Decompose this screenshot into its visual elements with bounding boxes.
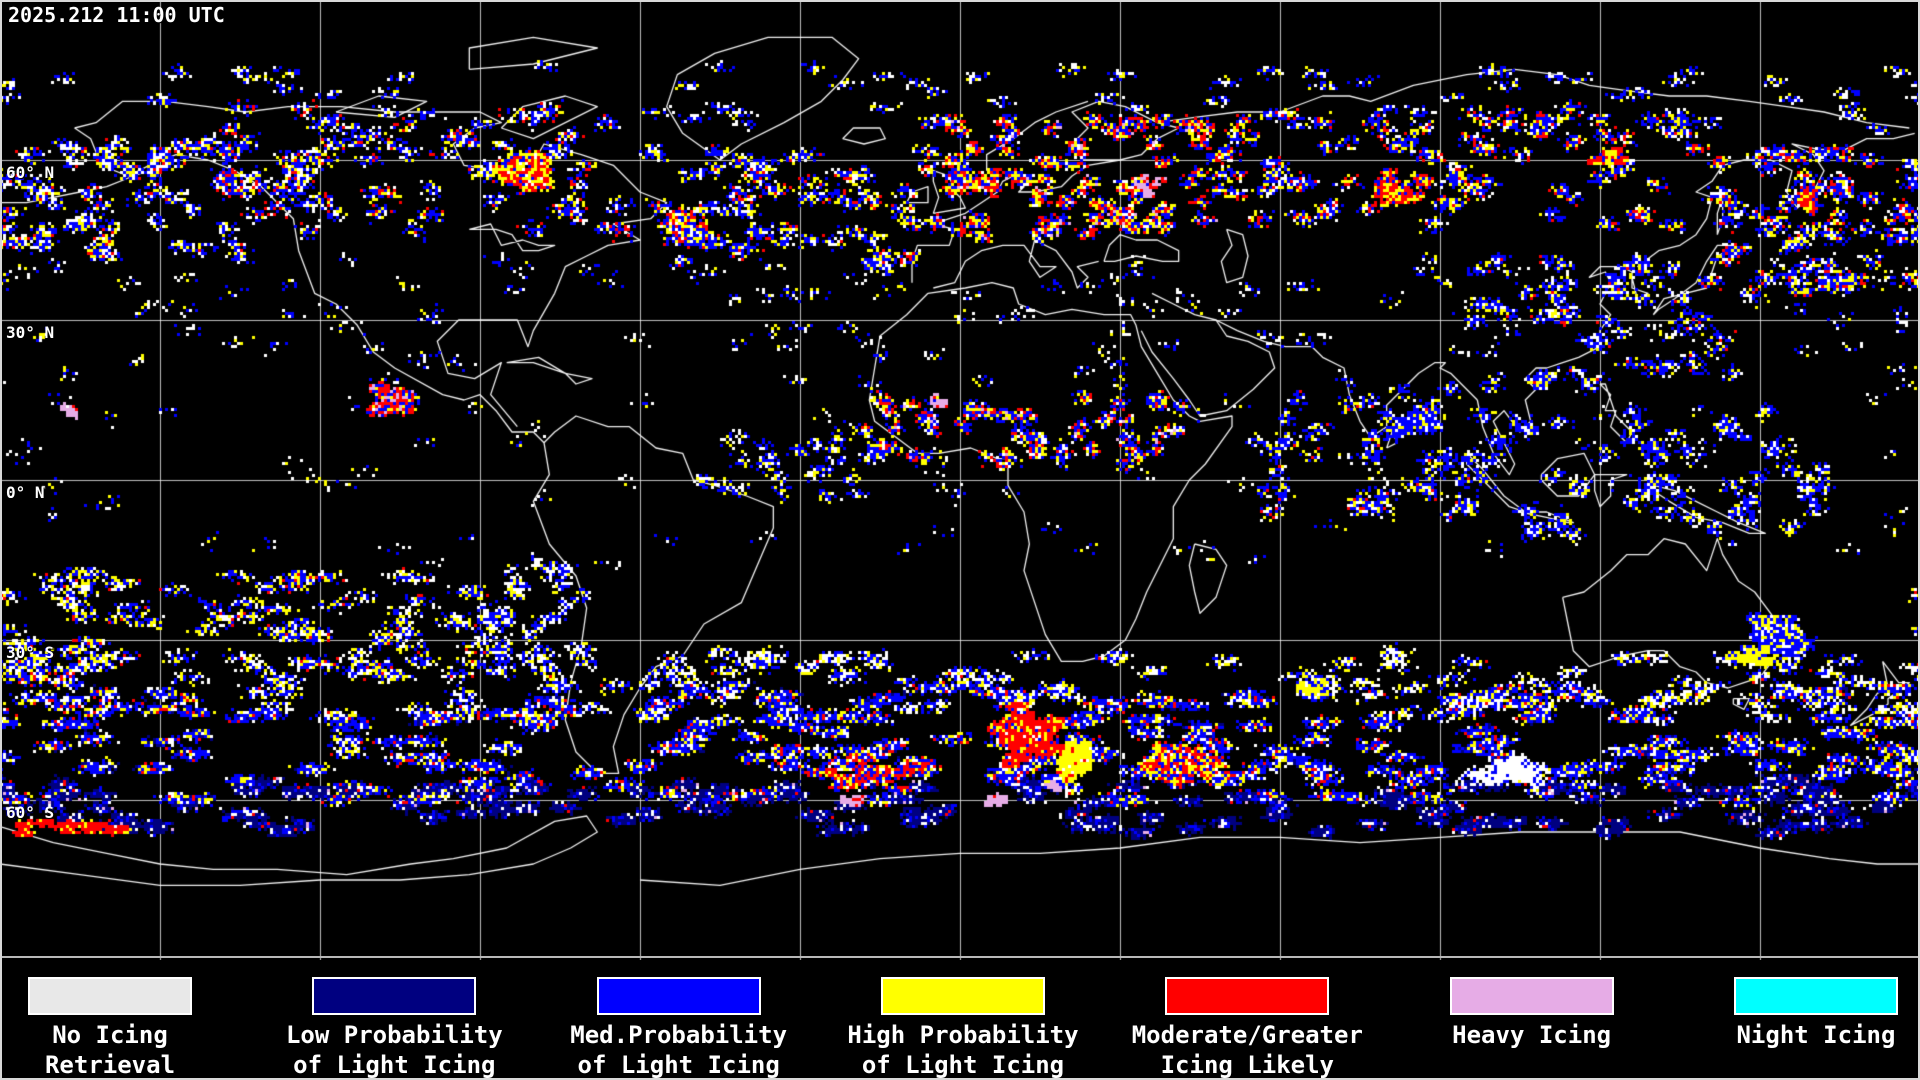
world-map-canvas: [0, 0, 1920, 960]
legend-label: Heavy Icing: [1452, 1021, 1612, 1049]
legend-swatch: [880, 977, 1045, 1015]
map-legend-separator: [0, 956, 1920, 958]
legend-item: Med.Probability of Light Icing: [570, 960, 787, 1080]
legend-label: Med.Probability of Light Icing: [570, 1021, 788, 1079]
legend-item: Low Probability of Light Icing: [286, 960, 503, 1080]
legend-item: High Probability of Light Icing: [847, 960, 1079, 1080]
legend-swatch: [1165, 977, 1330, 1015]
legend-label: High Probability of Light Icing: [847, 1021, 1079, 1079]
timestamp: 2025.212 11:00 UTC: [8, 3, 225, 27]
legend-swatch: [312, 977, 477, 1015]
legend-item: No Icing Retrieval: [28, 960, 192, 1080]
legend-label: Night Icing: [1736, 1021, 1896, 1049]
legend-label: No Icing Retrieval: [44, 1021, 176, 1079]
legend: No Icing Retrieval Low Probability of Lig…: [0, 960, 1920, 1080]
lat-label: 60° S: [6, 803, 55, 822]
lat-label: 30° S: [6, 643, 55, 662]
legend-label: Low Probability of Light Icing: [285, 1021, 503, 1079]
legend-swatch: [596, 977, 761, 1015]
lat-label: 30° N: [6, 323, 55, 342]
lat-label: 60° N: [6, 163, 55, 182]
legend-item: Moderate/Greater Icing Likely: [1132, 960, 1363, 1080]
legend-swatch: [1449, 977, 1614, 1015]
legend-swatch: [28, 977, 192, 1015]
legend-swatch: [1733, 977, 1898, 1015]
legend-item: Heavy Icing: [1449, 960, 1614, 1080]
lat-label: 0° N: [6, 483, 45, 502]
legend-label: Moderate/Greater Icing Likely: [1131, 1021, 1363, 1079]
legend-item: Night Icing: [1733, 960, 1898, 1080]
